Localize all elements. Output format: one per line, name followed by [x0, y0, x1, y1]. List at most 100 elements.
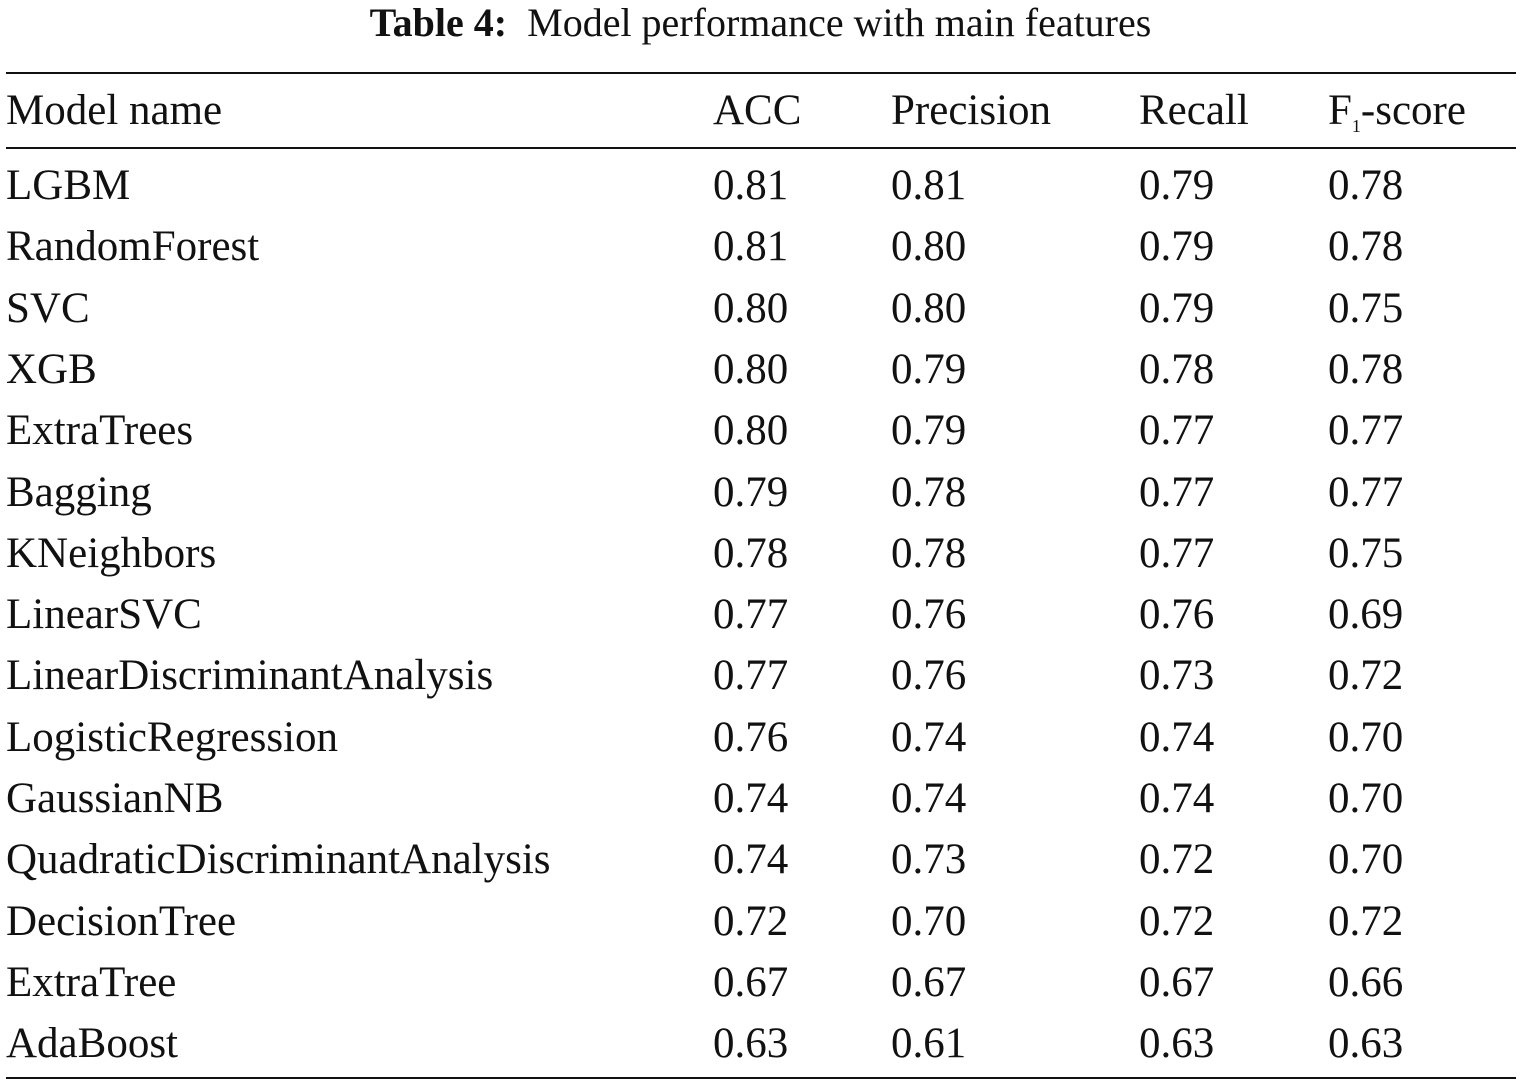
- table-row: LGBM 0.81 0.81 0.79 0.78: [0, 155, 1521, 216]
- cell-recall: 0.79: [1139, 284, 1215, 332]
- cell-f1-score: 0.77: [1328, 407, 1404, 455]
- cell-acc: 0.74: [713, 775, 789, 822]
- table-row: GaussianNB 0.74 0.74 0.74 0.70: [0, 768, 1521, 829]
- header-model-name: Model name: [6, 87, 223, 134]
- cell-precision: 0.76: [891, 591, 967, 639]
- cell-acc: 0.67: [713, 958, 789, 1006]
- cell-acc: 0.80: [713, 407, 789, 455]
- cell-recall: 0.74: [1139, 775, 1215, 822]
- cell-recall: 0.76: [1139, 591, 1215, 639]
- table-top-rule: [6, 72, 1516, 74]
- cell-model-name: QuadraticDiscriminantAnalysis: [6, 836, 551, 884]
- cell-f1-score: 0.63: [1328, 1020, 1404, 1068]
- table-row: QuadraticDiscriminantAnalysis 0.74 0.73 0.7…: [0, 829, 1521, 890]
- table-row: SVC 0.80 0.80 0.79 0.75: [0, 278, 1521, 339]
- cell-model-name: DecisionTree: [6, 897, 237, 945]
- cell-model-name: LinearDiscriminantAnalysis: [6, 652, 494, 700]
- table-row: DecisionTree 0.72 0.70 0.72 0.72: [0, 891, 1521, 952]
- cell-acc: 0.78: [713, 529, 789, 577]
- cell-precision: 0.79: [891, 407, 967, 455]
- cell-recall: 0.77: [1139, 468, 1215, 516]
- cell-f1-score: 0.70: [1328, 775, 1404, 822]
- cell-precision: 0.67: [891, 958, 967, 1006]
- table-row: AdaBoost 0.63 0.61 0.63 0.63: [0, 1013, 1521, 1074]
- cell-acc: 0.77: [713, 591, 789, 639]
- cell-precision: 0.81: [891, 162, 967, 209]
- cell-model-name: ExtraTrees: [6, 407, 194, 455]
- cell-precision: 0.74: [891, 775, 967, 822]
- header-f1-score: F1-score: [1328, 80, 1466, 149]
- cell-acc: 0.77: [713, 652, 789, 700]
- cell-precision: 0.79: [891, 345, 967, 393]
- cell-recall: 0.63: [1139, 1020, 1215, 1068]
- table-header-row: Model name ACC Precision Recall F1-score: [0, 80, 1521, 142]
- cell-f1-score: 0.72: [1328, 897, 1404, 945]
- cell-f1-score: 0.75: [1328, 284, 1404, 332]
- cell-recall: 0.72: [1139, 897, 1215, 945]
- cell-f1-score: 0.78: [1328, 345, 1404, 393]
- header-acc: ACC: [713, 87, 802, 134]
- table-caption-label: Table 4:: [369, 0, 508, 45]
- cell-f1-score: 0.70: [1328, 713, 1404, 761]
- cell-model-name: LGBM: [6, 162, 131, 209]
- table-row: LinearDiscriminantAnalysis 0.77 0.76 0.73 0.…: [0, 645, 1521, 706]
- cell-precision: 0.78: [891, 529, 967, 577]
- cell-model-name: LogisticRegression: [6, 713, 339, 761]
- cell-precision: 0.61: [891, 1020, 967, 1068]
- table-row: LogisticRegression 0.76 0.74 0.74 0.70: [0, 707, 1521, 768]
- cell-f1-score: 0.72: [1328, 652, 1404, 700]
- header-f1-suffix: -score: [1360, 87, 1466, 134]
- table-row: LinearSVC 0.77 0.76 0.76 0.69: [0, 584, 1521, 645]
- table-row: ExtraTree 0.67 0.67 0.67 0.66: [0, 952, 1521, 1013]
- cell-recall: 0.74: [1139, 713, 1215, 761]
- cell-acc: 0.63: [713, 1020, 789, 1068]
- cell-f1-score: 0.75: [1328, 529, 1404, 577]
- cell-recall: 0.72: [1139, 836, 1215, 884]
- cell-model-name: KNeighbors: [6, 529, 217, 577]
- cell-recall: 0.77: [1139, 407, 1215, 455]
- cell-f1-score: 0.78: [1328, 223, 1404, 271]
- cell-recall: 0.73: [1139, 652, 1215, 700]
- cell-precision: 0.80: [891, 284, 967, 332]
- cell-recall: 0.77: [1139, 529, 1215, 577]
- cell-precision: 0.70: [891, 897, 967, 945]
- cell-model-name: GaussianNB: [6, 775, 224, 822]
- cell-acc: 0.72: [713, 897, 789, 945]
- cell-model-name: LinearSVC: [6, 591, 202, 639]
- cell-acc: 0.80: [713, 345, 789, 393]
- table-bottom-rule: [6, 1077, 1516, 1079]
- cell-recall: 0.78: [1139, 345, 1215, 393]
- cell-acc: 0.81: [713, 162, 789, 209]
- cell-model-name: SVC: [6, 284, 90, 332]
- cell-acc: 0.80: [713, 284, 789, 332]
- header-recall: Recall: [1139, 87, 1249, 134]
- cell-recall: 0.79: [1139, 223, 1215, 271]
- cell-model-name: RandomForest: [6, 223, 260, 271]
- table-row: XGB 0.80 0.79 0.78 0.78: [0, 339, 1521, 400]
- cell-model-name: Bagging: [6, 468, 152, 516]
- cell-acc: 0.79: [713, 468, 789, 516]
- table-row: Bagging 0.79 0.78 0.77 0.77: [0, 462, 1521, 523]
- cell-precision: 0.74: [891, 713, 967, 761]
- cell-model-name: XGB: [6, 345, 97, 393]
- cell-precision: 0.73: [891, 836, 967, 884]
- cell-f1-score: 0.77: [1328, 468, 1404, 516]
- cell-model-name: ExtraTree: [6, 958, 177, 1006]
- cell-recall: 0.67: [1139, 958, 1215, 1006]
- cell-acc: 0.76: [713, 713, 789, 761]
- cell-acc: 0.81: [713, 223, 789, 271]
- table-header-rule: [6, 147, 1516, 149]
- header-f1-main: F: [1328, 87, 1352, 134]
- cell-precision: 0.78: [891, 468, 967, 516]
- cell-f1-score: 0.66: [1328, 958, 1404, 1006]
- table-caption: Table 4: Model performance with main fea…: [0, 0, 1521, 50]
- table-caption-text: Model performance with main features: [527, 0, 1152, 45]
- cell-acc: 0.74: [713, 836, 789, 884]
- cell-model-name: AdaBoost: [6, 1020, 178, 1068]
- cell-f1-score: 0.70: [1328, 836, 1404, 884]
- cell-f1-score: 0.78: [1328, 162, 1404, 209]
- table-row: KNeighbors 0.78 0.78 0.77 0.75: [0, 523, 1521, 584]
- cell-recall: 0.79: [1139, 162, 1215, 209]
- cell-f1-score: 0.69: [1328, 591, 1404, 639]
- table-row: RandomForest 0.81 0.80 0.79 0.78: [0, 216, 1521, 277]
